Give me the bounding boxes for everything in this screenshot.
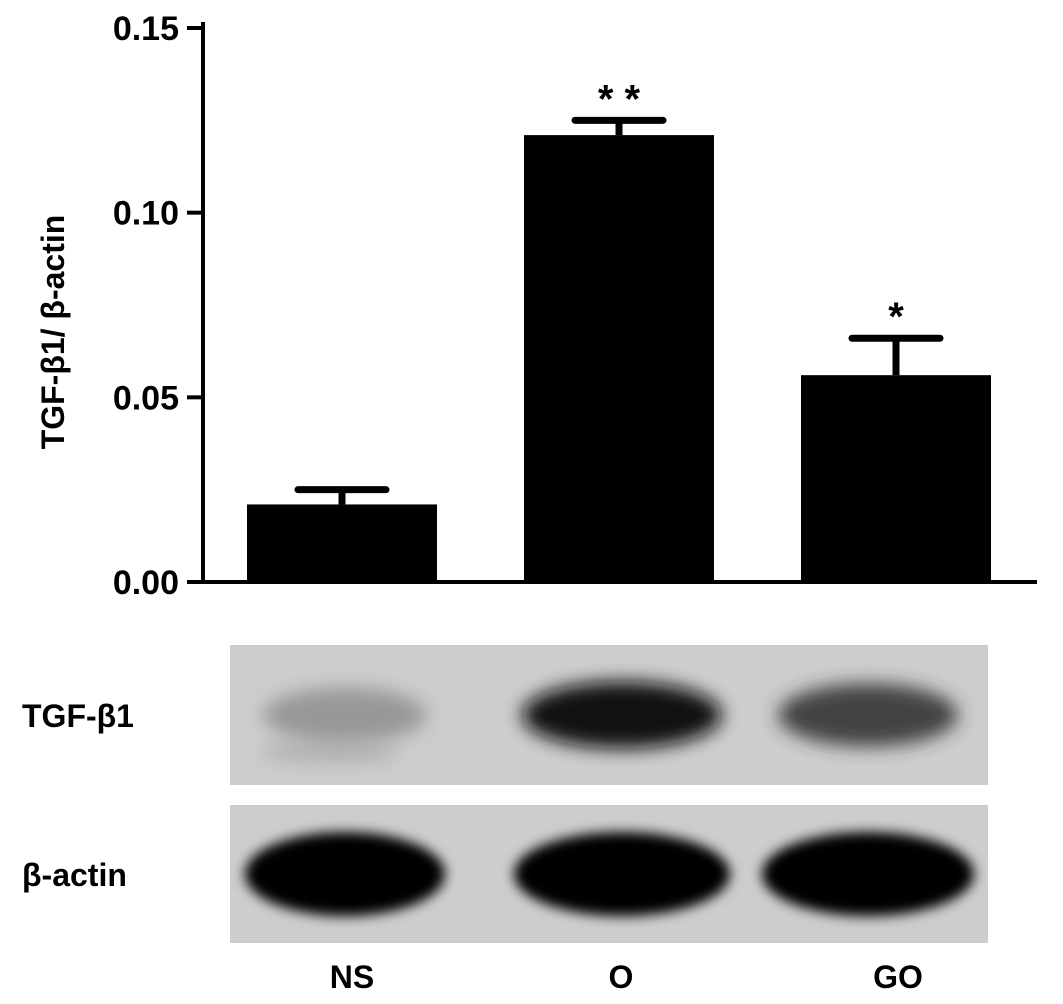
blot-band — [762, 832, 974, 916]
blot-panel-b-actin — [230, 805, 988, 943]
bar-o — [524, 135, 714, 582]
y-tick-label: 0.05 — [113, 379, 179, 417]
lane-label-go: GO — [873, 959, 923, 995]
blot-band — [263, 687, 427, 743]
y-ticks: 0.00 0.05 0.10 0.15 — [113, 10, 203, 602]
bar-chart: TGF-β1/ β-actin 0.00 0.05 0.10 0.15 * * * — [35, 10, 1037, 602]
lane-label-o: O — [609, 959, 634, 995]
significance-marks: * * * — [598, 77, 904, 339]
blot-band — [522, 681, 722, 749]
bar-ns — [247, 504, 437, 582]
western-blot: TGF-β1 β-actin — [22, 645, 988, 943]
blot-label: TGF-β1 — [22, 698, 134, 734]
significance-mark: * — [888, 295, 904, 339]
blot-band — [778, 683, 958, 747]
blot-panel-tgf-b1 — [230, 645, 988, 785]
y-tick-label: 0.00 — [113, 564, 179, 602]
y-axis-title: TGF-β1/ β-actin — [35, 215, 71, 450]
error-bars — [294, 116, 944, 505]
blot-band — [260, 740, 400, 764]
blot-band — [245, 832, 445, 916]
bar-go — [801, 375, 991, 582]
blot-label: β-actin — [22, 857, 127, 893]
y-tick-label: 0.15 — [113, 10, 179, 48]
significance-mark: * * — [598, 77, 641, 121]
bars — [247, 135, 991, 582]
y-tick-label: 0.10 — [113, 195, 179, 233]
blot-band — [514, 832, 730, 916]
lane-labels: NS O GO — [330, 959, 923, 995]
lane-label-ns: NS — [330, 959, 374, 995]
